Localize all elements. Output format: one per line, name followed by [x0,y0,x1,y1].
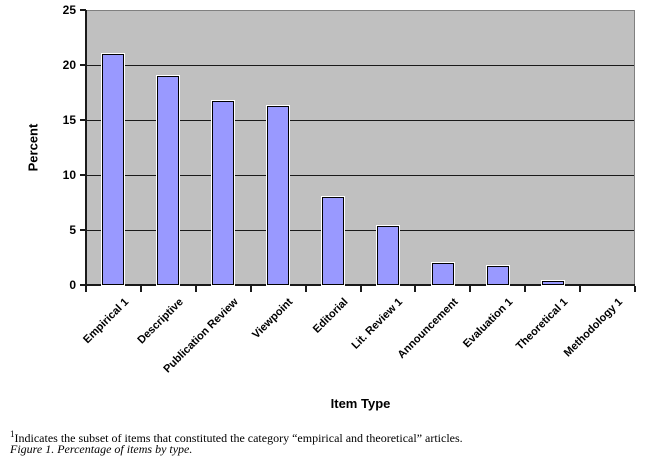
figure-caption: Figure 1. Percentage of items by type. [10,442,193,456]
bar-publication-review [212,101,234,285]
x-axis-label: Item Type [330,396,391,411]
x-tick-mark [139,286,142,292]
y-axis-line [85,10,87,286]
bar-theoretical-1 [542,281,564,285]
x-category-label: Announcement [395,296,461,362]
bar-announcement [432,263,454,285]
y-tick-label: 10 [62,168,76,182]
y-tick-label: 0 [69,278,76,292]
y-tick-mark [80,9,86,11]
bar-descriptive [157,76,179,285]
gridline-20 [87,65,634,66]
y-tick-label: 20 [62,58,76,72]
y-axis-label: Percent [25,123,41,172]
bar-lit-review-1 [377,226,399,285]
y-tick-mark [80,284,86,286]
y-tick-mark [80,174,86,176]
gridline-15 [87,120,634,121]
x-category-label: Methodology 1 [561,296,626,360]
footnote-text: Indicates the subset of items that const… [14,431,463,445]
x-tick-mark [85,286,87,292]
x-tick-mark [359,286,362,292]
x-tick-mark [524,286,527,292]
x-axis-line [80,284,635,286]
x-tick-mark [634,286,636,292]
y-tick-label: 5 [69,223,76,237]
x-category-label: Lit. Review 1 [349,296,406,352]
x-tick-mark [304,286,307,292]
gridline-10 [87,175,634,176]
footnote-superscript: 1 [10,429,15,439]
x-tick-mark [249,286,252,292]
x-category-label: Theoretical 1 [513,296,571,353]
bar-empirical-1 [102,54,124,285]
x-tick-mark [194,286,197,292]
bar-viewpoint [267,106,289,285]
gridline-5 [87,230,634,231]
y-tick-label: 25 [62,3,76,17]
footnote: 1Indicates the subset of items that cons… [10,427,640,445]
x-category-label: Viewpoint [250,296,296,342]
y-tick-mark [80,64,86,66]
x-tick-mark [579,286,582,292]
x-category-label: Descriptive [135,296,186,347]
x-category-label: Evaluation 1 [460,296,516,351]
y-tick-label: 15 [62,113,76,127]
bar-evaluation-1 [487,266,509,285]
x-tick-mark [469,286,472,292]
x-category-label: Empirical 1 [80,296,131,346]
x-category-label: Editorial [310,296,351,336]
bar-editorial [322,197,344,285]
y-tick-mark [80,229,86,231]
x-tick-mark [414,286,417,292]
y-tick-mark [80,119,86,121]
